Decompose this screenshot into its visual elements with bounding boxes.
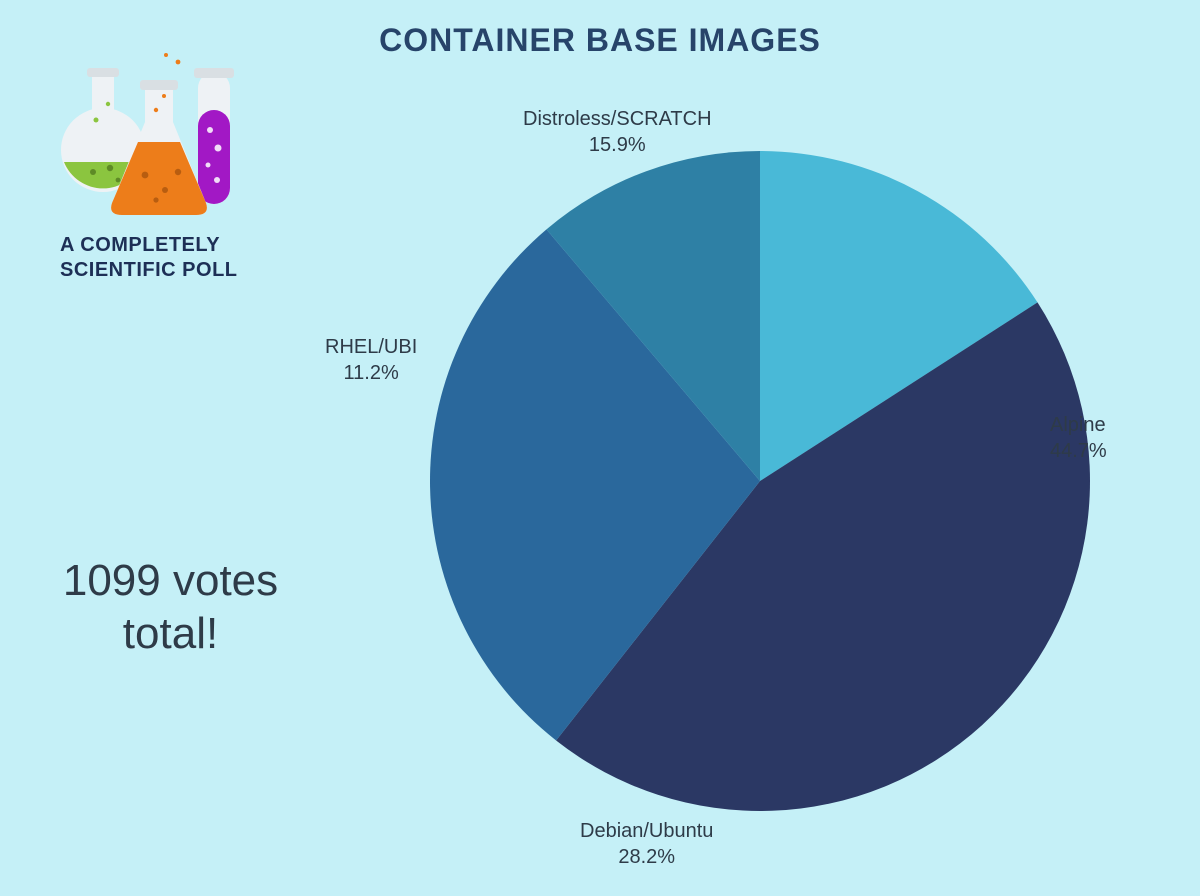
- flasks-icon: [60, 50, 240, 225]
- pie-chart: Distroless/SCRATCH15.9% Alpine44.7% Debian…: [385, 86, 1135, 876]
- slice-label-percent: 11.2%: [325, 360, 417, 386]
- slice-label: RHEL/UBI11.2%: [325, 334, 417, 386]
- slice-label-name: RHEL/UBI: [325, 334, 417, 360]
- slice-label-name: Alpine: [1050, 412, 1107, 438]
- slice-label-percent: 28.2%: [580, 844, 713, 870]
- slice-label: Alpine44.7%: [1050, 412, 1107, 464]
- flasks-illustration: [60, 50, 240, 225]
- votes-total: 1099 votes total!: [38, 555, 303, 661]
- logo-area: A COMPLETELY SCIENTIFIC POLL: [60, 50, 260, 283]
- slice-label: Distroless/SCRATCH15.9%: [523, 106, 712, 158]
- slice-label: Debian/Ubuntu28.2%: [580, 818, 713, 870]
- slice-label-name: Distroless/SCRATCH: [523, 106, 712, 132]
- pie-svg: [385, 86, 1135, 876]
- subtitle: A COMPLETELY SCIENTIFIC POLL: [60, 233, 260, 283]
- subtitle-line-1: A COMPLETELY: [60, 234, 220, 256]
- slice-label-percent: 15.9%: [523, 132, 712, 158]
- slice-label-name: Debian/Ubuntu: [580, 818, 713, 844]
- slice-label-percent: 44.7%: [1050, 438, 1107, 464]
- infographic-container: CONTAINER BASE IMAGES: [0, 0, 1200, 896]
- subtitle-line-2: SCIENTIFIC POLL: [60, 259, 238, 281]
